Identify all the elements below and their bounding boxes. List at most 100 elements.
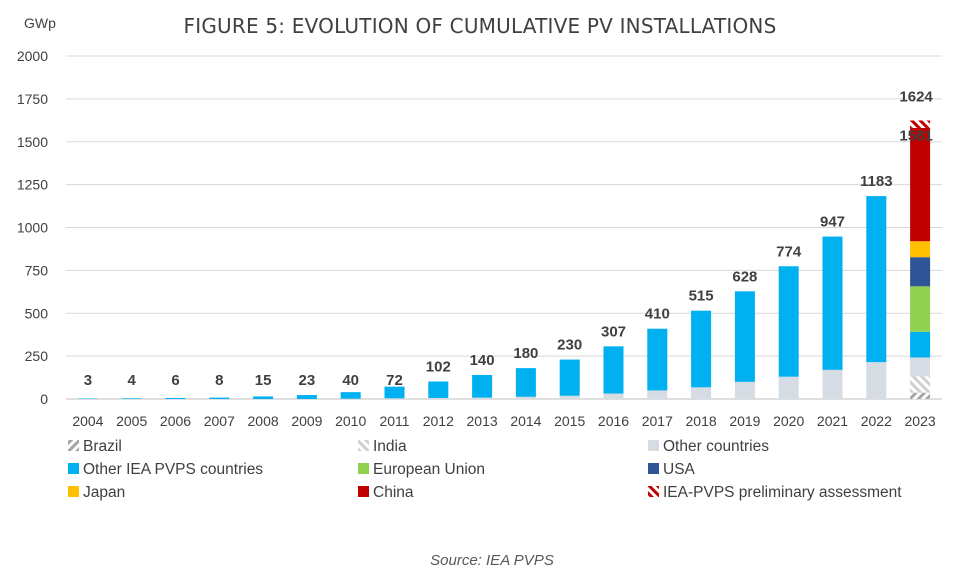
x-tick-label: 2021 [817,413,848,429]
y-tick-label: 750 [25,262,49,278]
bar-segment-other-countries-2017 [647,390,668,399]
data-label-2019: 628 [732,268,757,285]
bar-segment-other-iea-pvps-countries-2023 [910,331,931,358]
bar-segment-other-iea-pvps-countries-2004 [77,398,98,399]
x-tick-label: 2005 [116,413,147,429]
data-label-2022: 1183 [860,173,893,190]
bar-segment-other-countries-2015 [559,395,580,399]
x-tick-label: 2019 [729,413,760,429]
bar-segment-other-iea-pvps-countries-2005 [121,398,142,399]
x-tick-label: 2010 [335,413,366,429]
data-label-2010: 40 [342,372,359,389]
bar-segment-other-iea-pvps-countries-2021 [822,236,843,370]
bar-segment-other-countries-2013 [472,397,493,399]
bar-segment-other-iea-pvps-countries-2011 [384,386,405,399]
data-label-2012: 102 [426,359,451,376]
legend-swatch-other-countries [648,440,659,451]
x-tick-label: 2022 [861,413,892,429]
bar-segment-other-iea-pvps-countries-2014 [515,368,536,397]
x-tick-label: 2015 [554,413,585,429]
legend-swatch-brazil [68,440,79,451]
legend-label-india: India [373,438,407,455]
bar-segment-other-countries-2012 [428,397,449,399]
legend-swatch-china [358,486,369,497]
bar-segment-other-iea-pvps-countries-2022 [866,196,887,363]
data-label-2023: 1581 [899,127,932,144]
bar-segment-other-iea-pvps-countries-2013 [472,374,493,398]
data-label-2017: 410 [645,306,670,323]
data-label-2011: 72 [386,372,403,389]
legend-label-china: China [373,484,414,501]
data-label-2005: 4 [128,372,137,389]
x-tick-label: 2009 [291,413,322,429]
x-tick-label: 2008 [248,413,279,429]
bar-segment-other-countries-2020 [778,376,799,399]
data-label-2004: 3 [84,372,92,389]
x-axis-ticks: 2004 2005 2006 2007 2008 2009 2010 2011 2012 2013… [72,413,936,429]
data-label-2014: 180 [513,345,538,362]
bar-segment-iea-pvps-preliminary-assessment-2023 [910,120,931,128]
legend-label-brazil: Brazil [83,438,122,455]
x-tick-label: 2020 [773,413,804,429]
legend: Brazil India Other countries Other IEA PVPS… [68,438,902,501]
legend-swatch-european-union [358,463,369,474]
data-labels: 3 4 6 8 15 23 40 72 102 140 180 230 307 410 515 628 774 9… [84,88,934,389]
bar-segment-other-iea-pvps-countries-2019 [734,291,755,382]
x-tick-label: 2017 [642,413,673,429]
data-label-2009: 23 [299,372,316,389]
data-label-2008: 15 [255,372,272,389]
data-label-2006: 6 [171,372,179,389]
legend-label-other-iea-pvps-countries: Other IEA PVPS countries [83,461,263,478]
data-label-preliminary-2023: 1624 [899,88,933,105]
legend-label-iea-pvps-preliminary-assessment: IEA-PVPS preliminary assessment [663,484,902,501]
legend-label-european-union: European Union [373,461,485,478]
bar-segment-other-iea-pvps-countries-2018 [691,310,712,388]
y-tick-label: 0 [40,391,48,407]
legend-swatch-india [358,440,369,451]
bar-segment-other-countries-2021 [822,369,843,399]
data-label-2013: 140 [470,352,495,369]
bar-segment-other-countries-2022 [866,362,887,399]
bar-segment-other-iea-pvps-countries-2017 [647,328,668,391]
bar-segment-other-countries-2019 [734,381,755,399]
bar-segment-european-union-2023 [910,286,931,332]
y-tick-label: 1750 [17,91,48,107]
y-tick-label: 500 [25,305,49,321]
bar-segment-japan-2023 [910,241,931,258]
bar-segment-other-iea-pvps-countries-2020 [778,266,799,377]
bar-segment-other-countries-2016 [603,393,624,399]
x-tick-label: 2023 [905,413,936,429]
x-tick-label: 2013 [467,413,498,429]
x-tick-label: 2016 [598,413,629,429]
source-note: Source: IEA PVPS [430,552,554,569]
data-label-2007: 8 [215,372,223,389]
data-label-2021: 947 [820,214,845,231]
x-tick-label: 2007 [204,413,235,429]
bar-segment-other-countries-2023 [910,357,931,377]
data-label-2018: 515 [689,288,714,305]
x-tick-label: 2012 [423,413,454,429]
bar-segment-other-iea-pvps-countries-2006 [165,397,186,399]
y-axis-ticks: 0 250 500 750 1000 1250 1500 1750 2000 [17,48,48,407]
bar-segment-other-iea-pvps-countries-2016 [603,346,624,394]
gridlines [66,55,942,400]
bar-segment-other-countries-2011 [384,398,405,399]
y-axis-unit: GWp [24,15,56,31]
x-tick-label: 2014 [510,413,541,429]
bar-segment-other-iea-pvps-countries-2010 [340,392,361,399]
data-label-2016: 307 [601,323,626,340]
bar-segment-india-2023 [910,376,931,393]
bar-segment-other-iea-pvps-countries-2007 [209,397,230,399]
bar-segment-other-countries-2018 [691,387,712,399]
legend-swatch-other-iea-pvps-countries [68,463,79,474]
y-tick-label: 1000 [17,220,48,236]
x-tick-label: 2006 [160,413,191,429]
bar-segment-other-countries-2014 [515,396,536,399]
x-tick-label: 2011 [379,413,409,429]
legend-swatch-iea-pvps-preliminary-assessment [648,486,659,497]
y-tick-label: 1500 [17,134,48,150]
chart-title: FIGURE 5: EVOLUTION OF CUMULATIVE PV INS… [184,14,777,38]
y-tick-label: 1250 [17,177,48,193]
bar-segment-usa-2023 [910,257,931,287]
